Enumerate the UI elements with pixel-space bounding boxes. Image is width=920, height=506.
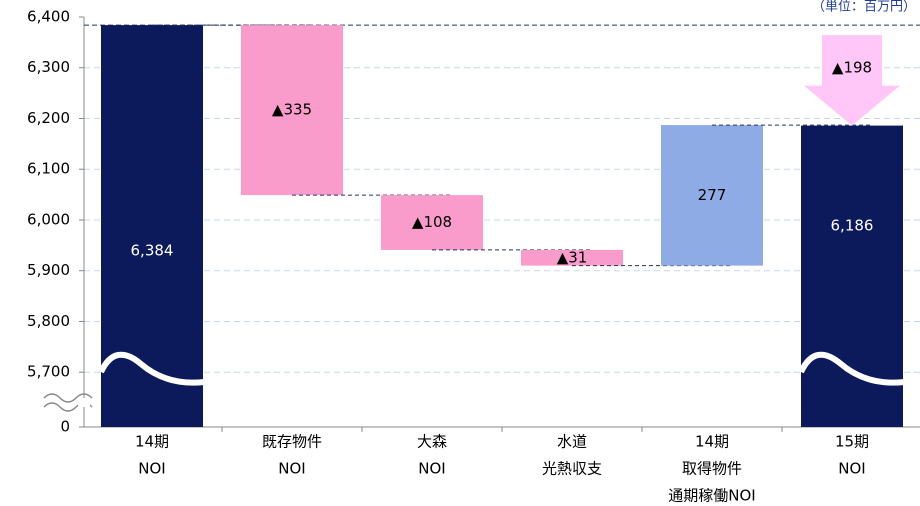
value-label: ▲108 bbox=[412, 213, 452, 231]
break-wave bbox=[98, 351, 205, 386]
bar bbox=[801, 125, 903, 427]
value-label: 277 bbox=[698, 186, 727, 204]
x-tick-label: 既存物件 bbox=[262, 433, 322, 451]
x-tick-label: 通期稼働NOI bbox=[668, 487, 755, 505]
value-label: ▲335 bbox=[272, 101, 312, 119]
value-label: ▲31 bbox=[557, 248, 588, 266]
y-tick-label: 6,100 bbox=[27, 160, 70, 178]
y-tick-label: 0 bbox=[60, 418, 70, 436]
x-tick-label: 15期 bbox=[835, 433, 869, 451]
y-tick-label: 5,800 bbox=[27, 312, 70, 330]
x-tick-label: 取得物件 bbox=[682, 460, 742, 478]
value-label: 6,384 bbox=[131, 242, 174, 260]
axis-break-gap bbox=[78, 398, 90, 407]
x-tick-label: 14期 bbox=[135, 433, 169, 451]
x-tick-label: NOI bbox=[138, 460, 165, 478]
x-tick-label: NOI bbox=[838, 460, 865, 478]
y-tick-label: 5,900 bbox=[27, 261, 70, 279]
y-tick-label: 5,700 bbox=[27, 363, 70, 381]
y-tick-label: 6,000 bbox=[27, 210, 70, 228]
bar bbox=[521, 249, 623, 266]
y-tick-label: 6,200 bbox=[27, 109, 70, 127]
y-tick-label: 6,400 bbox=[27, 8, 70, 26]
y-tick-label: 6,300 bbox=[27, 58, 70, 76]
bar bbox=[101, 25, 203, 428]
bar bbox=[241, 25, 343, 196]
annotation-text: ▲198 bbox=[832, 59, 872, 77]
x-tick-label: 大森 bbox=[417, 433, 447, 451]
x-tick-label: 水道 bbox=[557, 433, 587, 451]
x-tick-label: NOI bbox=[418, 460, 445, 478]
annotation-arrow bbox=[804, 35, 900, 126]
x-tick-label: 14期 bbox=[695, 433, 729, 451]
bar bbox=[661, 125, 763, 266]
value-label: 6,186 bbox=[831, 216, 874, 234]
x-tick-label: 光熱収支 bbox=[542, 460, 602, 478]
bar bbox=[381, 195, 483, 250]
break-wave bbox=[798, 351, 905, 386]
x-tick-label: NOI bbox=[278, 460, 305, 478]
unit-note: （単位：百万円） bbox=[812, 0, 916, 15]
